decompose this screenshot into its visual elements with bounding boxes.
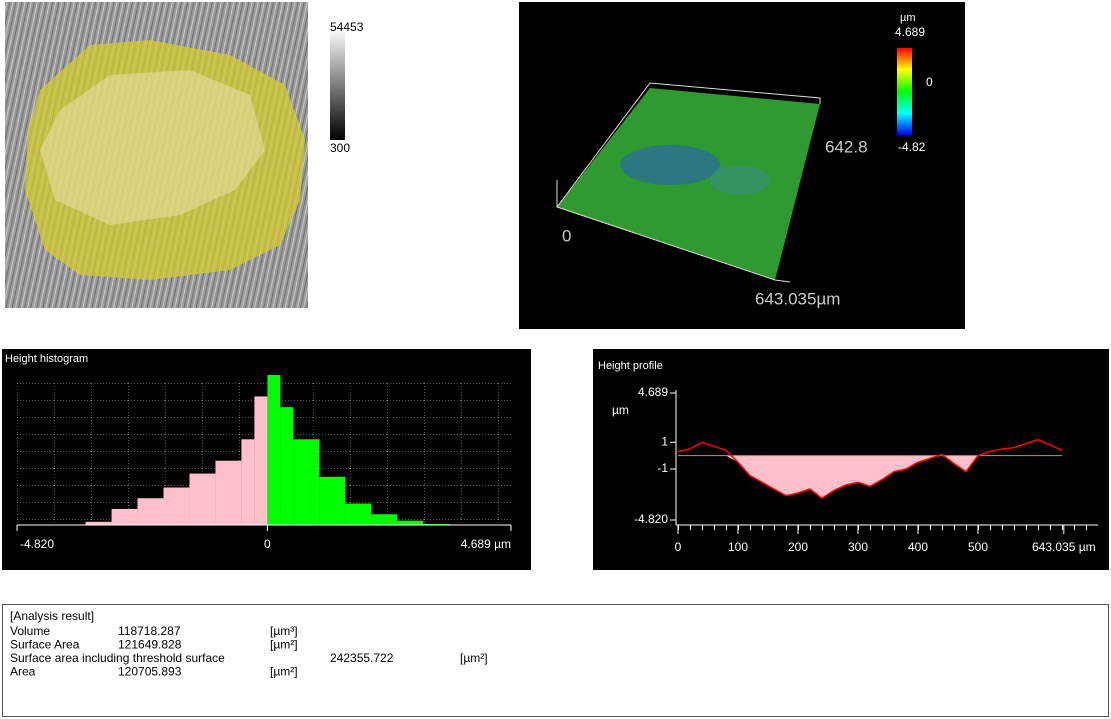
chart-title: Height profile [598, 360, 663, 372]
result-label: Surface Area [10, 638, 80, 652]
scale-mid: 0 [926, 75, 933, 89]
bar [189, 474, 215, 525]
origin-label: 0 [562, 226, 571, 245]
result-unit: [µm³] [270, 624, 298, 638]
scale-unit: µm [900, 12, 916, 24]
depth-label: 642.8 [825, 137, 868, 156]
x-tick-label: 4.689 µm [461, 537, 511, 551]
bar [112, 509, 138, 525]
scale-max: 4.689 [895, 25, 925, 39]
surface-dip [620, 145, 720, 185]
y-tick-label: -4.820 [634, 512, 668, 526]
bar [319, 477, 345, 525]
result-label: Surface area including threshold surface [10, 651, 225, 665]
x-tick-label: -4.820 [20, 537, 54, 551]
bar [164, 488, 190, 526]
result-value: 242355.722 [330, 651, 394, 665]
result-label: Volume [10, 624, 50, 638]
bar [267, 375, 280, 525]
x-tick-label: 200 [788, 540, 808, 554]
x-tick-label: 100 [728, 540, 748, 554]
color-scale-bar [897, 48, 912, 135]
bar [254, 396, 267, 525]
scale-max: 54453 [330, 20, 364, 34]
bar [371, 514, 397, 525]
y-tick-label: 1 [661, 434, 668, 448]
width-label: 643.035µm [755, 289, 840, 308]
x-tick-label: 300 [848, 540, 868, 554]
result-value: 118718.287 [118, 624, 181, 638]
result-value: 121649.828 [118, 638, 182, 652]
chart-title: Height histogram [5, 353, 88, 365]
minor-ticks [678, 525, 1098, 531]
result-unit: [µm²] [270, 665, 298, 679]
x-tick-label: 0 [675, 540, 682, 554]
x-tick-label: 0 [264, 537, 271, 551]
bar [280, 407, 293, 525]
y-unit: µm [612, 403, 629, 417]
bar [397, 521, 423, 525]
scale-min: 300 [330, 141, 350, 155]
result-unit: [µm²] [270, 638, 298, 652]
page: 54453 300 µm 4.689 0 -4.82 642.8 0 643.0… [0, 0, 1111, 719]
bar [293, 439, 319, 525]
gray-scale-bar [330, 28, 345, 140]
surface-dip [710, 165, 770, 195]
scale-min: -4.82 [898, 140, 926, 154]
result-label: Area [10, 665, 36, 679]
result-unit: [µm²] [460, 651, 488, 665]
report: 54453 300 µm 4.689 0 -4.82 642.8 0 643.0… [0, 0, 1111, 719]
bar [345, 504, 371, 525]
x-tick-label: 643.035 µm [1032, 540, 1096, 554]
bar [138, 498, 164, 525]
result-value: 120705.893 [118, 665, 182, 679]
x-tick-label: 400 [908, 540, 928, 554]
y-tick-label: -1 [657, 461, 668, 475]
analysis-heading: [Analysis result] [10, 609, 94, 623]
bar [241, 439, 254, 525]
y-tick-label: 4.689 [638, 385, 668, 399]
bar [215, 461, 241, 525]
x-tick-label: 500 [968, 540, 988, 554]
